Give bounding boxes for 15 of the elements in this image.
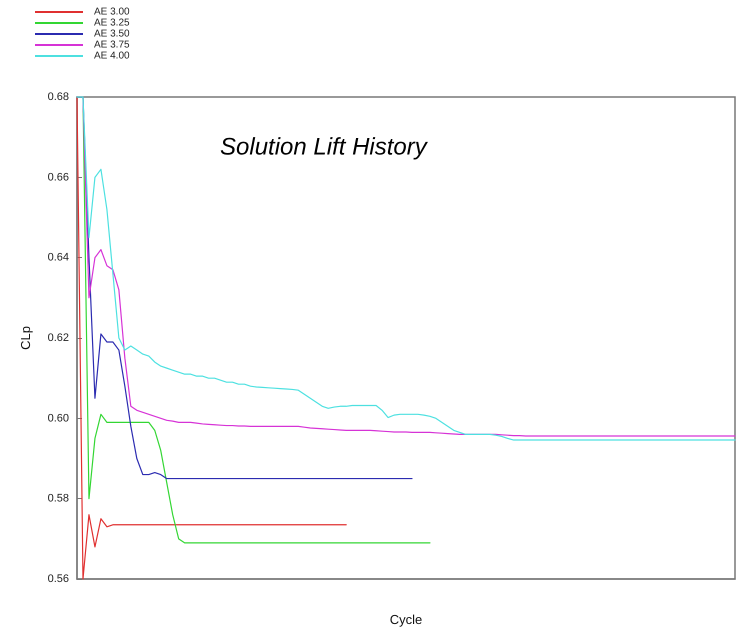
y-tick-label: 0.64 xyxy=(48,252,69,264)
y-tick-label: 0.58 xyxy=(48,492,69,505)
legend-label: AE 3.75 xyxy=(94,40,130,50)
y-tick-label: 0.56 xyxy=(48,573,69,585)
y-tick-label: 0.62 xyxy=(48,332,69,344)
y-tick-label: 0.68 xyxy=(48,91,69,103)
x-axis-title: Cycle xyxy=(390,612,422,627)
legend-label: AE 3.00 xyxy=(94,6,130,18)
y-tick-label: 0.60 xyxy=(48,412,69,424)
y-axis-title: CLp xyxy=(18,326,33,350)
text: Solution Lift History xyxy=(220,134,429,160)
y-tick-label: 0.66 xyxy=(48,171,69,184)
legend-label: AE 4.00 xyxy=(94,50,130,62)
legend-label: AE 3.25 xyxy=(94,18,130,28)
legend-label: AE 3.50 xyxy=(94,28,130,40)
